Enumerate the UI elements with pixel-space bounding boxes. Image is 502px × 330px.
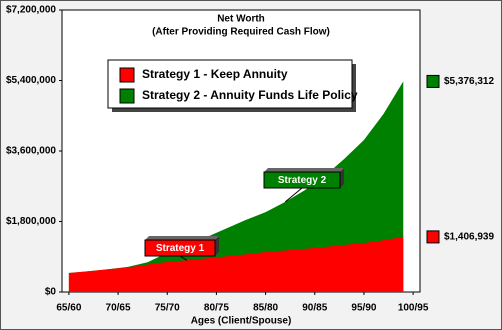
legend-swatch — [119, 67, 135, 83]
callout-top — [264, 168, 344, 172]
x-tick-label: 65/60 — [56, 303, 81, 314]
end-value-label: $1,406,939 — [444, 232, 494, 243]
x-tick-label: 100/95 — [398, 303, 429, 314]
callout-depth — [215, 236, 219, 256]
callout-depth — [340, 168, 344, 188]
callout-box — [144, 239, 216, 257]
end-label-swatch — [426, 74, 440, 88]
annotation: Strategy 2 — [278, 175, 327, 186]
area — [68, 236, 404, 292]
x-tick-label: 70/65 — [106, 303, 131, 314]
x-tick-label: 75/70 — [155, 303, 180, 314]
legend-label: Strategy 2 - Annuity Funds Life Policy — [142, 88, 358, 102]
legend-swatch — [119, 88, 135, 104]
end-value-label: $5,376,312 — [444, 76, 494, 87]
y-tick-label: $0 — [45, 287, 57, 298]
y-tick-label: $7,200,000 — [6, 5, 56, 16]
y-tick-label: $5,400,000 — [6, 75, 56, 86]
x-tick-label: 90/85 — [302, 303, 327, 314]
x-tick-label: 85/80 — [253, 303, 278, 314]
areas — [68, 81, 404, 292]
x-tick-label: 80/75 — [204, 303, 229, 314]
callout-top — [145, 236, 219, 240]
chart-title: Net Worth — [217, 14, 265, 25]
end-label-swatch — [426, 230, 440, 244]
legend — [107, 59, 353, 109]
y-tick-label: $3,600,000 — [6, 146, 56, 157]
x-tick-label: 95/90 — [351, 303, 376, 314]
annotation: Strategy 1 — [156, 243, 205, 254]
legend-label: Strategy 1 - Keep Annuity — [142, 67, 288, 81]
callout-pointer — [284, 187, 303, 203]
overlay: $5,376,312 $1,406,939 Strategy 1 Strategy 2… — [107, 59, 494, 261]
area — [68, 81, 404, 292]
x-axis-title: Ages (Client/Spouse) — [191, 316, 292, 327]
y-tick-label: $1,800,000 — [6, 216, 56, 227]
callout-box — [263, 171, 341, 189]
callout-pointer — [179, 255, 188, 261]
chart-subtitle: (After Providing Required Cash Flow) — [152, 27, 330, 38]
